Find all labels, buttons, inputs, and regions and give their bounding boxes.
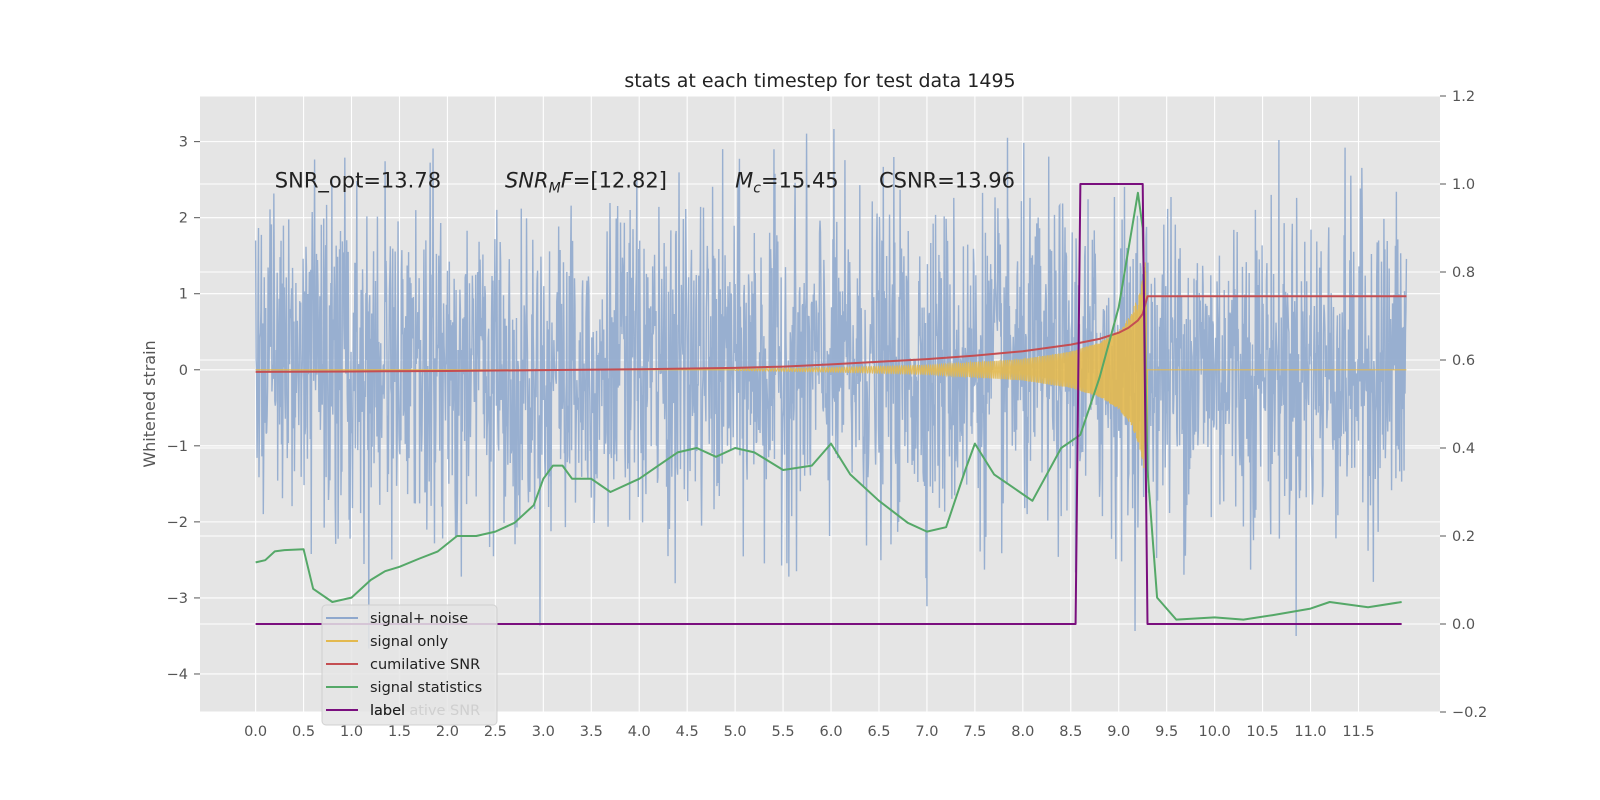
signal-noise-series <box>254 129 1408 649</box>
x-tick-label: 4.5 <box>676 724 699 740</box>
y2-tick-label: 1.0 <box>1452 177 1475 193</box>
x-tick-label: 2.0 <box>436 724 459 740</box>
legend-label: label <box>370 703 405 719</box>
y2-tick-label: 0.6 <box>1452 353 1475 369</box>
y-tick-label: −2 <box>167 515 188 531</box>
legend-label: signal only <box>370 634 449 650</box>
legend-label: signal+ noise <box>370 611 468 627</box>
chart-title: stats at each timestep for test data 149… <box>624 70 1015 92</box>
x-tick-label: 4.0 <box>628 724 651 740</box>
x-tick-label: 8.0 <box>1011 724 1034 740</box>
x-tick-label: 10.5 <box>1246 724 1278 740</box>
y-axis-right: 1.2 1.0 0.8 0.6 0.4 0.2 0.0 −0.2 <box>1440 89 1487 721</box>
x-tick-label: 1.5 <box>388 724 411 740</box>
y-tick-label: 0 <box>179 363 188 379</box>
y2-tick-label: 0.8 <box>1452 265 1475 281</box>
x-tick-label: 0.0 <box>244 724 267 740</box>
x-tick-label: 10.0 <box>1198 724 1230 740</box>
y-tick-label: 2 <box>179 211 188 227</box>
cumulative-snr-line <box>255 295 1407 373</box>
x-tick-label: 2.5 <box>484 724 507 740</box>
annotation-text: SNRMF=[12.82] <box>505 169 667 197</box>
x-tick-label: 1.0 <box>340 724 363 740</box>
legend-label-overlay: label <box>370 703 405 719</box>
annotation-text: Mc=15.45 <box>735 169 839 197</box>
signal-noise-line <box>254 129 1408 649</box>
x-tick-label: 3.0 <box>532 724 555 740</box>
x-tick-label: 6.0 <box>819 724 842 740</box>
x-tick-label: 6.5 <box>867 724 890 740</box>
y2-tick-label: 1.2 <box>1452 89 1475 105</box>
y-tick-label: −3 <box>167 591 188 607</box>
y-axis-label: Whitened strain <box>140 340 159 467</box>
x-tick-label: 5.0 <box>724 724 747 740</box>
x-tick-label: 7.5 <box>963 724 986 740</box>
x-tick-label: 11.0 <box>1294 724 1326 740</box>
legend-ghost-text: cumilative SNR <box>370 703 480 719</box>
x-axis: 0.0 0.5 1.0 1.5 2.0 2.5 3.0 3.5 4.0 4.5 5.0 5.5 6.0 6… <box>244 724 1375 740</box>
legend-box <box>321 604 498 726</box>
x-tick-label: 7.0 <box>915 724 938 740</box>
x-tick-label: 0.5 <box>292 724 315 740</box>
x-tick-label: 3.5 <box>580 724 603 740</box>
x-tick-label: 8.5 <box>1059 724 1082 740</box>
x-tick-label: 9.0 <box>1107 724 1130 740</box>
x-tick-label: 9.5 <box>1155 724 1178 740</box>
y2-tick-label: −0.2 <box>1452 705 1487 721</box>
y-axis-left: 3 2 1 0 −1 −2 −3 −4 <box>167 135 200 683</box>
legend-label: signal statistics <box>370 680 482 696</box>
y-tick-label: 3 <box>179 135 188 151</box>
y-tick-label: −4 <box>167 667 188 683</box>
y2-tick-label: 0.2 <box>1452 529 1475 545</box>
x-tick-label: 11.5 <box>1342 724 1374 740</box>
signal-statistics-line <box>255 191 1402 621</box>
line-series <box>255 183 1407 625</box>
annotation-text: CSNR=13.96 <box>879 169 1015 193</box>
y2-tick-label: 0.0 <box>1452 617 1475 633</box>
legend: signal+ noise signal only cumilative SNR si… <box>321 604 498 726</box>
annotation-text: SNR_opt=13.78 <box>275 169 441 194</box>
legend-label: cumilative SNR <box>370 657 480 673</box>
annotations: SNR_opt=13.78 SNRMF=[12.82] Mc=15.45 CSNR=1… <box>275 169 1015 197</box>
label-line <box>255 183 1402 625</box>
y-tick-label: 1 <box>179 287 188 303</box>
y-tick-label: −1 <box>167 439 188 455</box>
x-tick-label: 5.5 <box>772 724 795 740</box>
y2-tick-label: 0.4 <box>1452 441 1475 457</box>
